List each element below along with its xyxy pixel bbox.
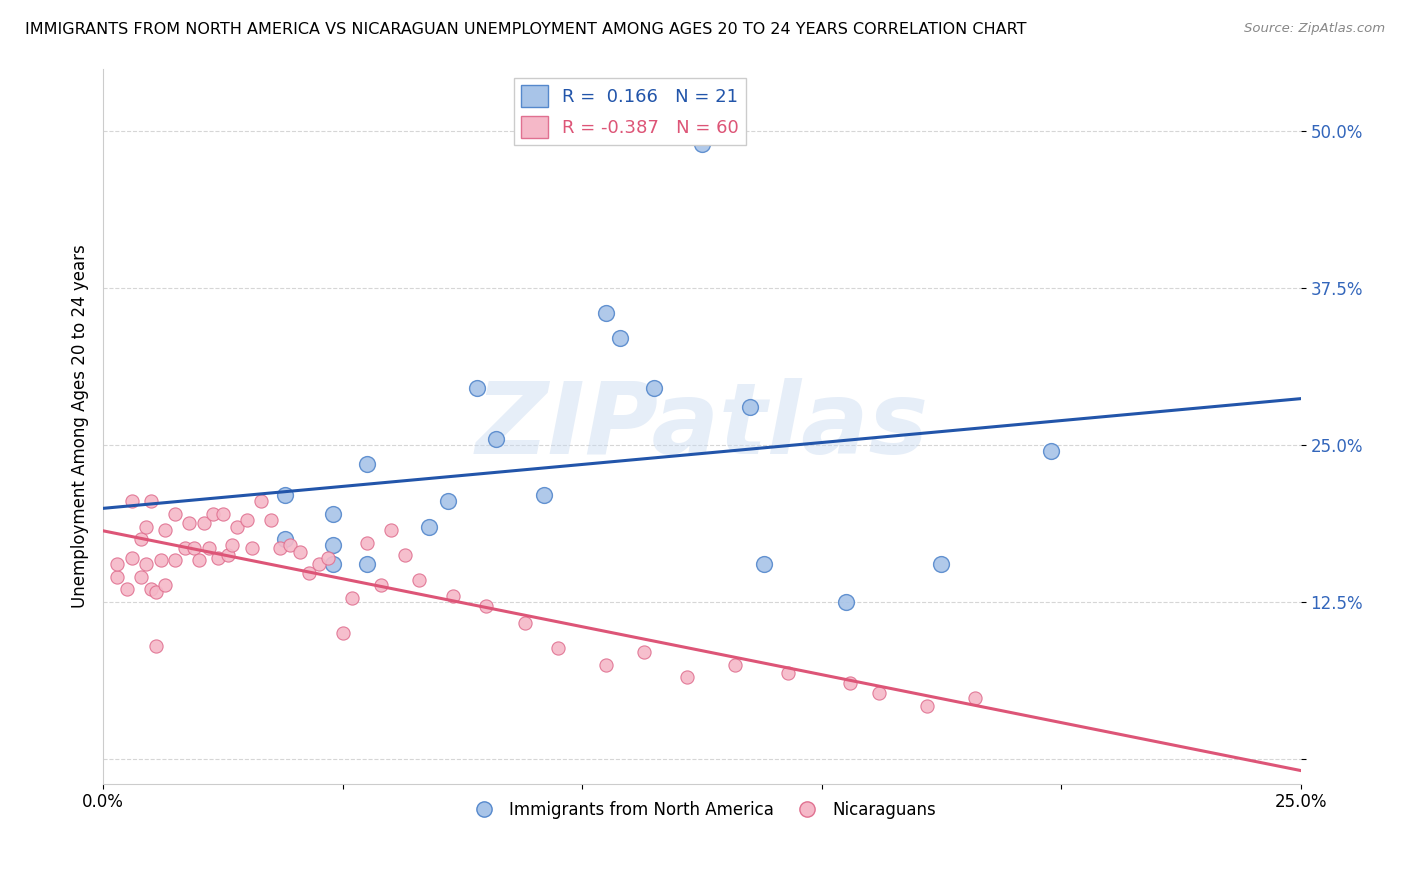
Point: [441, 589, 464, 603]
Point: [332, 626, 354, 640]
Point: [236, 513, 259, 527]
Point: [179, 516, 201, 530]
Point: [340, 591, 363, 605]
Point: [131, 570, 153, 584]
Point: [278, 538, 301, 552]
Point: [752, 557, 775, 571]
Point: [135, 557, 157, 571]
Point: [915, 698, 938, 713]
Point: [465, 382, 488, 396]
Point: [193, 516, 215, 530]
Point: [183, 541, 205, 555]
Point: [163, 553, 186, 567]
Point: [107, 570, 129, 584]
Legend: Immigrants from North America, Nicaraguans: Immigrants from North America, Nicaragua…: [461, 794, 943, 825]
Point: [131, 532, 153, 546]
Point: [121, 494, 143, 508]
Point: [207, 550, 229, 565]
Point: [155, 578, 177, 592]
Point: [380, 523, 402, 537]
Point: [724, 657, 747, 672]
Point: [260, 513, 283, 527]
Point: [298, 566, 321, 580]
Point: [288, 544, 311, 558]
Point: [217, 549, 239, 563]
Point: [139, 494, 162, 508]
Point: [197, 541, 219, 555]
Point: [163, 507, 186, 521]
Point: [212, 507, 235, 521]
Point: [322, 507, 344, 521]
Point: [149, 553, 172, 567]
Point: [690, 136, 713, 151]
Point: [316, 550, 339, 565]
Point: [202, 507, 225, 521]
Point: [475, 599, 498, 613]
Point: [533, 488, 555, 502]
Point: [513, 616, 536, 631]
Point: [418, 519, 440, 533]
Point: [408, 574, 430, 588]
Point: [595, 657, 617, 672]
Point: [776, 666, 799, 681]
Point: [676, 670, 699, 684]
Point: [240, 541, 263, 555]
Point: [595, 306, 617, 320]
Point: [322, 557, 344, 571]
Point: [1040, 444, 1063, 458]
Point: [274, 488, 297, 502]
Point: [274, 532, 297, 546]
Point: [221, 538, 243, 552]
Point: [155, 523, 177, 537]
Point: [963, 691, 986, 706]
Point: [643, 382, 665, 396]
Point: [609, 331, 631, 345]
Point: [839, 676, 862, 690]
Point: [868, 686, 890, 700]
Point: [738, 401, 761, 415]
Y-axis label: Unemployment Among Ages 20 to 24 years: Unemployment Among Ages 20 to 24 years: [72, 244, 89, 608]
Point: [115, 582, 138, 597]
Point: [356, 536, 378, 550]
Point: [356, 457, 378, 471]
Point: [107, 557, 129, 571]
Point: [633, 645, 655, 659]
Point: [226, 519, 249, 533]
Point: [173, 541, 195, 555]
Point: [834, 595, 856, 609]
Text: IMMIGRANTS FROM NORTH AMERICA VS NICARAGUAN UNEMPLOYMENT AMONG AGES 20 TO 24 YEA: IMMIGRANTS FROM NORTH AMERICA VS NICARAG…: [25, 22, 1026, 37]
Point: [356, 557, 378, 571]
Point: [437, 494, 460, 508]
Point: [139, 582, 162, 597]
Point: [250, 494, 273, 508]
Point: [145, 639, 167, 653]
Point: [485, 432, 508, 446]
Point: [308, 557, 330, 571]
Point: [547, 641, 569, 656]
Point: [145, 584, 167, 599]
Point: [135, 519, 157, 533]
Text: ZIPatlas: ZIPatlas: [475, 377, 928, 475]
Point: [394, 549, 416, 563]
Point: [370, 578, 392, 592]
Point: [322, 538, 344, 552]
Point: [187, 553, 209, 567]
Text: Source: ZipAtlas.com: Source: ZipAtlas.com: [1244, 22, 1385, 36]
Point: [929, 557, 952, 571]
Point: [269, 541, 291, 555]
Point: [121, 550, 143, 565]
